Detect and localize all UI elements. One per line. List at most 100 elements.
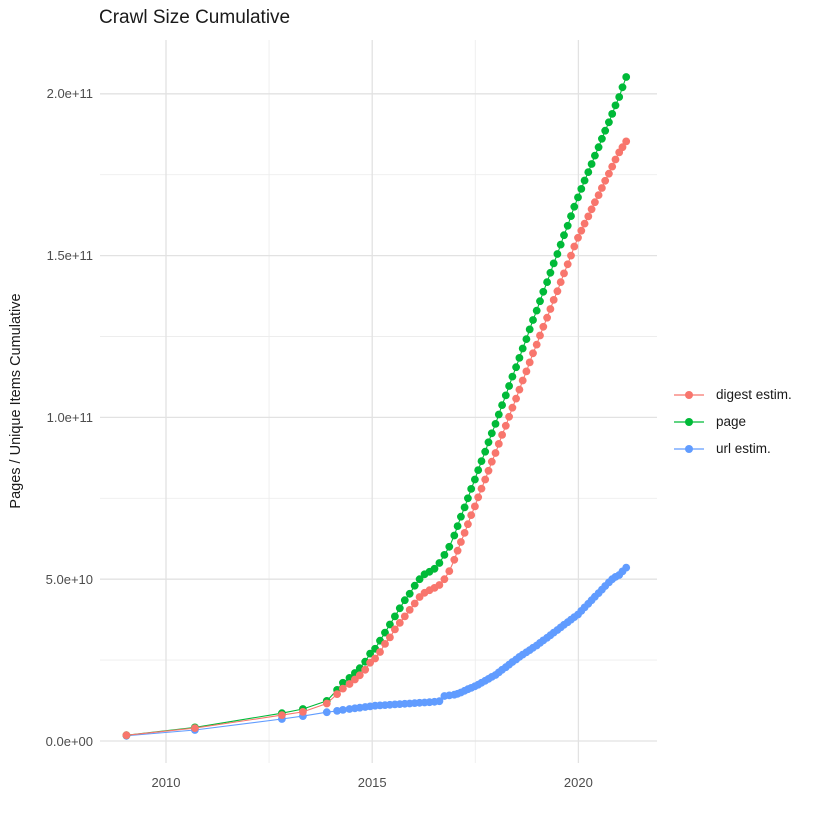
- series-digest-estim: [122, 137, 631, 740]
- data-point: [477, 457, 486, 465]
- data-point: [536, 297, 544, 306]
- data-point: [453, 546, 462, 555]
- data-point: [491, 449, 500, 457]
- data-point: [339, 684, 347, 693]
- data-point: [518, 376, 527, 385]
- data-point: [539, 287, 548, 296]
- y-tick-label: 0.0e+00: [45, 733, 93, 749]
- data-point: [563, 260, 572, 269]
- data-point: [594, 143, 603, 152]
- data-point: [435, 697, 444, 706]
- x-tick-label: 2010: [151, 775, 181, 790]
- data-point: [608, 110, 617, 118]
- data-point: [615, 93, 624, 101]
- data-point: [525, 325, 534, 334]
- data-point: [474, 493, 483, 502]
- data-point: [322, 699, 331, 708]
- legend: digest estim. page url estim.: [672, 381, 792, 462]
- data-point: [395, 619, 404, 627]
- data-point: [355, 671, 364, 680]
- data-point: [501, 421, 510, 430]
- data-point: [405, 606, 414, 614]
- data-point: [464, 494, 472, 503]
- data-point: [560, 269, 568, 278]
- data-point: [508, 372, 517, 381]
- data-point: [518, 344, 527, 353]
- data-point: [460, 503, 469, 512]
- x-tick-label: 2020: [563, 775, 593, 790]
- data-point: [467, 511, 476, 519]
- data-point: [553, 287, 562, 296]
- grid-major: [100, 40, 657, 763]
- y-tick-label: 1.0e+11: [46, 409, 93, 425]
- data-point: [450, 531, 459, 540]
- data-point: [618, 83, 627, 92]
- data-point: [587, 160, 596, 168]
- data-point: [391, 612, 399, 621]
- data-point: [622, 73, 631, 81]
- data-point: [618, 143, 627, 152]
- legend-key-icon: [674, 417, 704, 426]
- data-point: [299, 708, 307, 716]
- data-point: [430, 564, 439, 573]
- data-point: [546, 268, 555, 277]
- data-point: [546, 305, 555, 313]
- data-point: [605, 169, 613, 178]
- data-point: [605, 118, 613, 127]
- data-point: [333, 707, 341, 715]
- data-point: [532, 306, 541, 315]
- data-point: [467, 485, 476, 493]
- data-point: [505, 382, 513, 390]
- data-point: [508, 403, 517, 412]
- data-point: [587, 205, 596, 214]
- data-point: [464, 520, 472, 529]
- data-point: [366, 649, 374, 658]
- data-point: [445, 542, 454, 551]
- data-point: [601, 176, 610, 185]
- data-point: [584, 212, 593, 221]
- data-point: [598, 184, 606, 192]
- data-point: [532, 340, 541, 349]
- legend-label: digest estim.: [716, 387, 792, 402]
- chart-title: Crawl Size Cumulative: [99, 7, 291, 28]
- data-point: [435, 581, 444, 589]
- data-point: [457, 512, 465, 521]
- data-point: [453, 522, 462, 530]
- data-point: [345, 680, 354, 688]
- data-point: [487, 457, 496, 466]
- data-point: [543, 278, 551, 286]
- data-point: [553, 250, 562, 258]
- data-point: [594, 191, 603, 200]
- data-point: [601, 126, 610, 135]
- data-point: [471, 475, 479, 484]
- data-point: [556, 240, 565, 249]
- data-point: [529, 349, 537, 358]
- data-point: [567, 251, 575, 260]
- data-point: [522, 367, 531, 376]
- series-url-estim: [122, 563, 631, 740]
- data-point: [484, 466, 493, 475]
- data-point: [494, 440, 503, 448]
- data-point: [405, 589, 414, 598]
- data-point: [529, 316, 537, 324]
- data-point: [512, 363, 520, 372]
- data-point: [580, 176, 589, 185]
- data-point: [487, 429, 496, 438]
- data-point: [549, 259, 558, 268]
- data-point: [481, 447, 490, 456]
- data-point: [498, 431, 506, 439]
- data-point: [543, 313, 551, 322]
- data-point: [460, 529, 469, 537]
- data-point: [381, 628, 389, 637]
- data-point: [591, 198, 599, 207]
- data-point: [622, 563, 631, 572]
- legend-key-icon: [674, 390, 704, 399]
- data-point: [556, 278, 565, 286]
- legend-key-point: [685, 444, 693, 453]
- data-point: [400, 596, 409, 605]
- legend-label: url estim.: [716, 441, 771, 456]
- data-point: [122, 731, 131, 740]
- y-tick-label: 5.0e+10: [45, 571, 93, 587]
- data-point: [339, 678, 347, 687]
